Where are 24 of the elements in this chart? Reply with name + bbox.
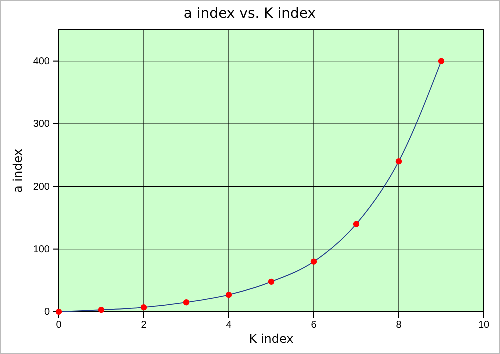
y-tick-label: 300 <box>33 119 50 130</box>
y-tick-label: 100 <box>33 244 50 256</box>
y-tick-label: 400 <box>33 56 50 68</box>
x-tick-label: 6 <box>311 320 318 332</box>
y-tick-label: 0 <box>44 307 50 318</box>
x-axis-title: K index <box>249 332 294 346</box>
chart-title: a index vs. K index <box>184 6 316 22</box>
point <box>98 307 105 314</box>
point <box>183 300 190 306</box>
point <box>396 158 402 165</box>
point <box>268 278 275 286</box>
x-tick-label: 0 <box>56 320 62 332</box>
point <box>56 308 62 316</box>
point <box>140 304 148 311</box>
point <box>438 58 445 64</box>
x-tick-label: 10 <box>478 320 490 332</box>
y-axis-title: a index <box>11 149 25 193</box>
x-tick-label: 2 <box>141 320 148 332</box>
point <box>353 221 360 228</box>
point <box>310 258 318 265</box>
y-tick-label: 200 <box>33 182 50 193</box>
x-tick-label: 8 <box>396 320 402 332</box>
point <box>226 292 232 298</box>
x-tick-label: 4 <box>226 320 232 332</box>
